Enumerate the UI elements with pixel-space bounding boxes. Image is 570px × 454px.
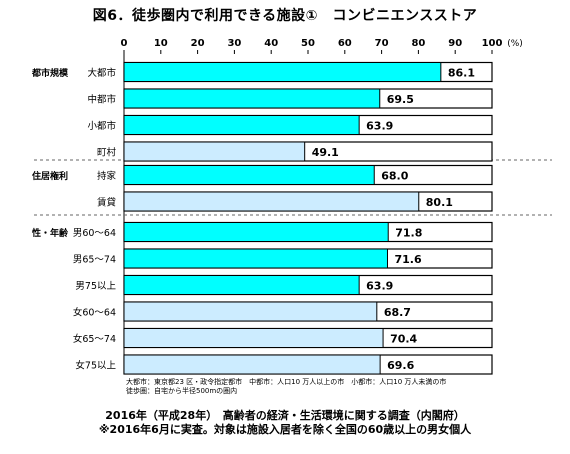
group-label: 住居権利	[32, 170, 68, 182]
bar-value-label: 86.1	[448, 67, 475, 80]
unit-label: (%)	[507, 39, 523, 49]
x-tick-label: 0	[121, 38, 128, 49]
x-tick-label: 100	[482, 38, 503, 49]
category-label: 男75以上	[75, 281, 116, 292]
bar-value-label: 80.1	[426, 196, 453, 209]
bar-value-label: 63.9	[366, 120, 393, 133]
note-city-definition: 大都市：東京都23 区・政令指定都市 中都市：人口10 万人以上の市 小都市：人…	[126, 378, 447, 386]
bar	[123, 354, 381, 375]
bar	[123, 165, 375, 185]
bar	[123, 88, 381, 109]
x-tick-label: 10	[154, 38, 168, 49]
category-label: 男60～64	[73, 228, 116, 239]
x-tick-label: 20	[191, 38, 205, 49]
bar-value-label: 70.4	[390, 333, 417, 346]
bar	[123, 191, 420, 212]
x-tick-label: 80	[411, 38, 425, 49]
bar-value-label: 68.0	[381, 170, 408, 183]
bar	[123, 301, 378, 322]
source-line-survey: 2016年（平成28年） 高齢者の経済・生活環境に関する調査（内閣府）	[105, 409, 465, 422]
category-label: 女60～64	[73, 307, 116, 319]
bar	[123, 222, 389, 242]
chart-title: 図6．徒歩圏内で利用できる施設① コンビニエンスストア	[92, 8, 478, 24]
bar-value-label: 71.6	[394, 253, 421, 266]
bar	[123, 62, 442, 82]
category-label: 中都市	[87, 94, 116, 106]
chart-notes: 大都市：東京都23 区・政令指定都市 中都市：人口10 万人以上の市 小都市：人…	[126, 378, 566, 396]
category-label: 賃貸	[97, 197, 116, 209]
bar	[123, 141, 306, 162]
x-tick-label: 40	[264, 38, 278, 49]
x-tick-label: 90	[448, 38, 462, 49]
source-block: 2016年（平成28年） 高齢者の経済・生活環境に関する調査（内閣府） ※201…	[0, 409, 570, 437]
category-label: 持家	[97, 170, 117, 182]
bar-value-label: 49.1	[312, 146, 339, 159]
bar	[123, 248, 388, 269]
x-tick-label: 60	[338, 38, 352, 49]
category-label: 女65～74	[73, 333, 116, 345]
bar-value-label: 68.7	[384, 306, 411, 319]
category-label: 小都市	[87, 120, 116, 132]
x-tick-label: 50	[301, 38, 315, 49]
bar-value-label: 69.5	[387, 93, 414, 106]
category-label: 大都市	[87, 67, 116, 79]
bar	[123, 115, 360, 135]
bar-value-label: 71.8	[395, 227, 422, 240]
bar	[123, 328, 384, 348]
category-label: 男65～74	[73, 255, 116, 266]
group-label: 都市規模	[31, 67, 69, 79]
source-line-note: ※2016年6月に実査。対象は施設入居者を除く全国の60歳以上の男女個人	[98, 423, 472, 436]
x-tick-label: 70	[375, 38, 389, 49]
category-label: 町村	[97, 147, 117, 159]
bar-value-label: 63.9	[366, 280, 393, 293]
x-tick-label: 30	[227, 38, 241, 49]
category-label: 女75以上	[75, 360, 116, 372]
note-walking-range: 徒歩圏：自宅から半径500mの圏内	[126, 387, 238, 395]
bar	[123, 275, 360, 295]
bar-value-label: 69.6	[387, 359, 414, 372]
group-label: 性・年齢	[32, 227, 69, 239]
